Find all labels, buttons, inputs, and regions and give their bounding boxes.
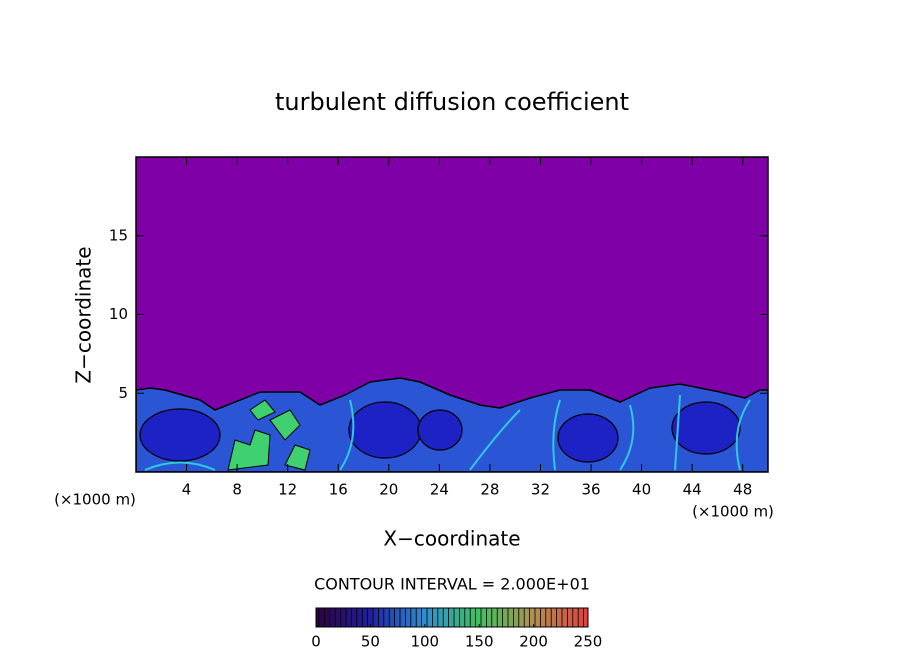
x-tick-label: 28 [480,481,499,499]
colorbar-tick-label: 0 [311,633,321,651]
field [136,377,768,472]
colorbar-tick-label: 50 [361,633,380,651]
cyan-contour [339,399,355,471]
chart-title: turbulent diffusion coefficient [275,88,629,116]
cell [417,409,463,451]
x-tick-label: 36 [581,481,600,499]
cell [348,401,422,459]
x-axis-label: X−coordinate [383,527,520,551]
y-axis-label: Z−coordinate [72,246,96,383]
colorbar-tick-label: 100 [410,633,439,651]
x-tick-label: 44 [683,481,702,499]
green-patch [284,444,311,471]
colorbar-tick-label: 150 [465,633,494,651]
x-tick-label: 24 [430,481,449,499]
x-unit-label: (×1000 m) [54,491,136,509]
green-patch [227,429,271,471]
y-tick-label: 10 [109,305,128,323]
y-tick-label: 5 [118,384,128,402]
x-tick-label: 20 [379,481,398,499]
green-patch [249,399,276,421]
x-tick-label: 4 [182,481,192,499]
green-patch [269,409,301,441]
cyan-contour [674,394,681,471]
cell [671,401,741,455]
cell [139,408,221,462]
x-tick-label: 48 [733,481,752,499]
x-tick-label: 32 [531,481,550,499]
y-tick-label: 15 [109,226,128,244]
x-tick-label: 8 [232,481,242,499]
x-unit-label: (×1000 m) [692,503,774,521]
colorbar-tick-label: 250 [574,633,603,651]
cyan-contour [619,404,635,471]
contour-interval: CONTOUR INTERVAL = 2.000E+01 [314,575,590,594]
x-tick-label: 12 [278,481,297,499]
cyan-contour [469,409,521,471]
cyan-contour [144,461,216,471]
cell [557,413,619,463]
colorbar-tick-label: 200 [519,633,548,651]
x-tick-label: 16 [329,481,348,499]
cyan-contour [735,399,751,471]
colorbar-frame [315,607,589,628]
x-tick-label: 40 [632,481,651,499]
cyan-contour [552,399,561,471]
